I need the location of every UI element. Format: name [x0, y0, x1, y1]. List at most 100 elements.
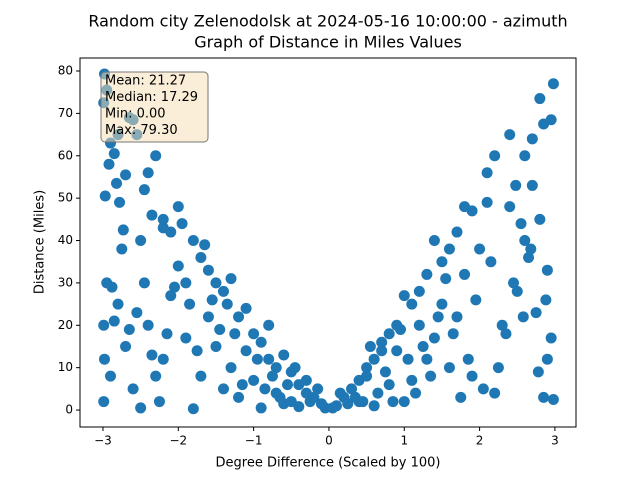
scatter-point — [248, 374, 260, 386]
scatter-point — [459, 268, 471, 280]
scatter-point — [466, 370, 478, 382]
scatter-point — [413, 319, 425, 331]
scatter-point — [534, 213, 546, 225]
scatter-point — [157, 353, 169, 365]
scatter-point — [447, 328, 459, 340]
scatter-point — [376, 336, 388, 348]
scatter-point — [217, 383, 229, 395]
scatter-point — [108, 148, 120, 160]
scatter-point — [383, 379, 395, 391]
y-axis-label: Distance (Miles) — [33, 190, 48, 294]
scatter-point — [334, 387, 346, 399]
scatter-point — [526, 179, 538, 191]
scatter-point — [135, 402, 147, 414]
scatter-point — [278, 349, 290, 361]
x-tick-label: −1 — [245, 434, 263, 448]
scatter-point — [233, 311, 245, 323]
scatter-point — [169, 281, 181, 293]
scatter-point — [202, 264, 214, 276]
scatter-point — [187, 235, 199, 247]
scatter-point — [538, 391, 550, 403]
scatter-point — [511, 285, 523, 297]
scatter-point — [489, 387, 501, 399]
y-tick-label: 70 — [58, 106, 73, 120]
scatter-point — [123, 324, 135, 336]
scatter-point — [547, 78, 559, 90]
y-tick-label: 50 — [58, 191, 73, 205]
scatter-point — [274, 391, 286, 403]
scatter-point — [540, 294, 552, 306]
scatter-point — [251, 353, 263, 365]
scatter-point — [346, 383, 358, 395]
scatter-point — [459, 201, 471, 213]
scatter-point — [135, 235, 147, 247]
scatter-point — [443, 362, 455, 374]
scatter-point — [530, 307, 542, 319]
stats-text: Min: 0.00 — [105, 107, 166, 122]
scatter-point — [180, 332, 192, 344]
scatter-point — [180, 277, 192, 289]
scatter-point — [105, 370, 117, 382]
scatter-point — [255, 402, 267, 414]
scatter-point — [545, 332, 557, 344]
scatter-point — [519, 235, 531, 247]
scatter-point — [112, 298, 124, 310]
scatter-point — [541, 353, 553, 365]
scatter-point — [210, 340, 222, 352]
scatter-point — [425, 370, 437, 382]
scatter-point — [489, 150, 501, 162]
scatter-point — [477, 383, 489, 395]
scatter-point — [394, 324, 406, 336]
scatter-point — [515, 218, 527, 230]
scatter-point — [526, 133, 538, 145]
scatter-point — [474, 243, 486, 255]
scatter-point — [255, 336, 267, 348]
scatter-point — [282, 379, 294, 391]
scatter-point — [266, 370, 278, 382]
scatter-point — [481, 196, 493, 208]
x-tick-label: 2 — [476, 434, 484, 448]
scatter-point — [541, 264, 553, 276]
scatter-point — [225, 362, 237, 374]
scatter-point — [263, 353, 275, 365]
scatter-point — [406, 374, 418, 386]
scatter-point — [111, 177, 123, 189]
x-tick-label: 1 — [400, 434, 408, 448]
x-tick-label: 3 — [551, 434, 559, 448]
stats-text: Max: 79.30 — [105, 123, 178, 138]
scatter-point — [236, 379, 248, 391]
scatter-point — [500, 328, 512, 340]
scatter-point — [398, 396, 410, 408]
scatter-point — [99, 190, 111, 202]
scatter-point — [361, 370, 373, 382]
scatter-point — [421, 268, 433, 280]
scatter-point — [421, 353, 433, 365]
scatter-point — [496, 319, 508, 331]
scatter-point — [451, 226, 463, 238]
scatter-point — [300, 374, 312, 386]
scatter-point — [146, 209, 158, 221]
scatter-point — [312, 383, 324, 395]
scatter-point — [440, 273, 452, 285]
y-tick-label: 0 — [65, 403, 73, 417]
scatter-point — [161, 328, 173, 340]
scatter-point — [534, 93, 546, 105]
scatter-point — [225, 273, 237, 285]
scatter-point — [153, 396, 165, 408]
scatter-point — [387, 396, 399, 408]
scatter-point — [413, 285, 425, 297]
scatter-point — [379, 366, 391, 378]
y-tick-label: 80 — [58, 64, 73, 78]
chart-subtitle: Graph of Distance in Miles Values — [194, 33, 462, 52]
y-tick-label: 20 — [58, 318, 73, 332]
scatter-point — [517, 311, 529, 323]
scatter-point — [184, 298, 196, 310]
stats-box — [100, 71, 209, 143]
scatter-point — [98, 396, 110, 408]
scatter-point — [451, 311, 463, 323]
scatter-point — [114, 196, 126, 208]
scatter-point — [436, 298, 448, 310]
scatter-point — [138, 277, 150, 289]
scatter-point — [270, 362, 282, 374]
scatter-point — [150, 150, 162, 162]
